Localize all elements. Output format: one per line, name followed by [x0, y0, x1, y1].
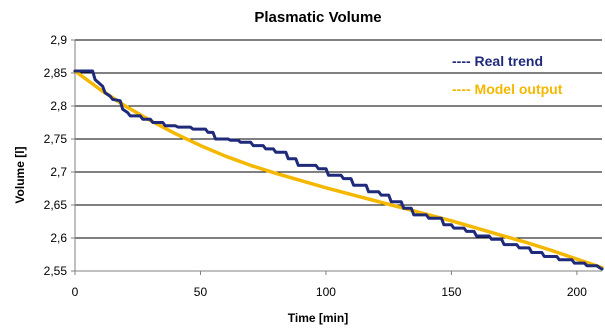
y-axis-label: Volume [l] [13, 146, 27, 203]
y-tick-label: 2,75 [44, 132, 68, 146]
chart-title: Plasmatic Volume [254, 9, 381, 26]
series-layer [73, 69, 604, 271]
x-axis-label: Time [min] [288, 311, 348, 325]
y-tick-label: 2,65 [44, 198, 68, 212]
legend-label-model-output: ---- Model output [452, 81, 563, 97]
grid [75, 39, 602, 239]
y-tick-label: 2,8 [50, 99, 67, 113]
y-tick-label: 2,9 [50, 33, 67, 47]
y-tick-label: 2,55 [44, 264, 68, 278]
y-tick-label: 2,6 [50, 231, 67, 245]
series-line-model-output [73, 69, 604, 270]
x-tick-label: 50 [194, 285, 208, 299]
x-tick-label: 100 [316, 285, 336, 299]
x-axis-ticks: 0 50 100 150 200 [72, 271, 587, 299]
x-tick-label: 200 [567, 285, 587, 299]
series-line-real-trend [73, 69, 604, 271]
y-tick-label: 2,7 [50, 165, 67, 179]
x-tick-label: 0 [72, 285, 79, 299]
y-axis-ticks: 2,55 2,6 2,65 2,7 2,75 2,8 2,85 2,9 [44, 33, 75, 278]
legend: ---- Real trend ---- Model output [452, 53, 563, 97]
legend-label-real-trend: ---- Real trend [452, 53, 543, 69]
y-tick-label: 2,85 [44, 66, 68, 80]
x-tick-label: 150 [441, 285, 461, 299]
plot-frame [74, 40, 602, 272]
